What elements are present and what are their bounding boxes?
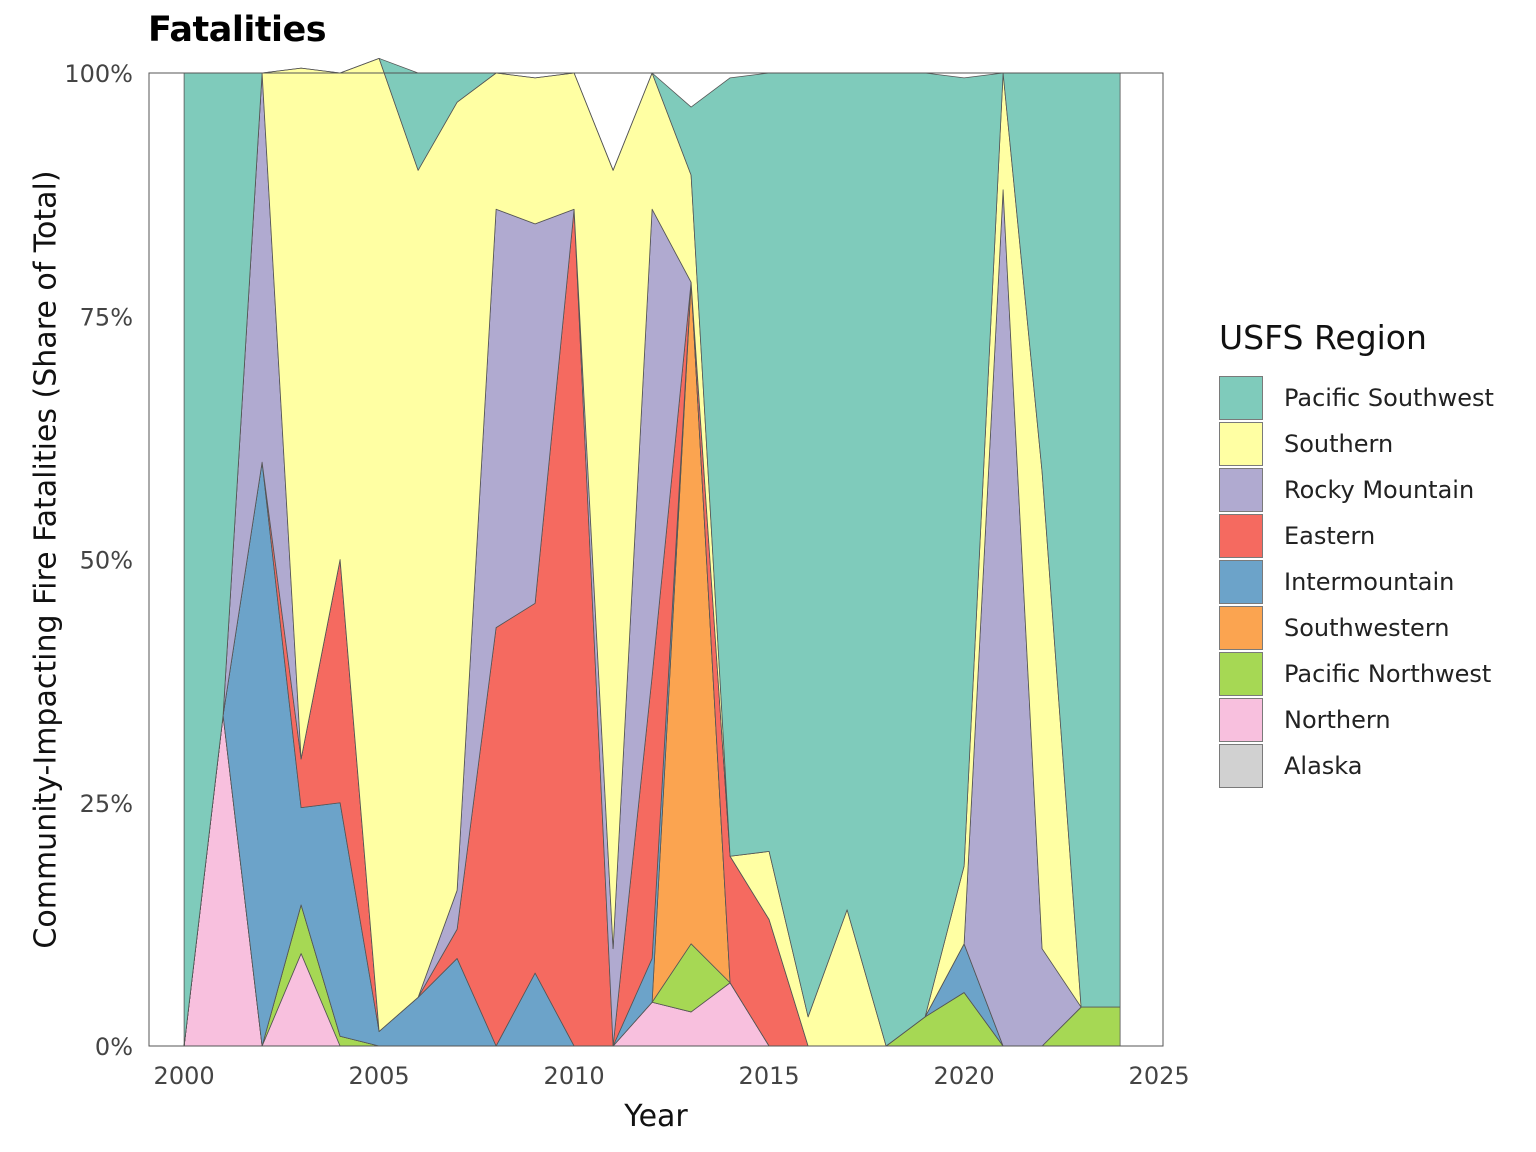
legend-swatch	[1219, 376, 1263, 420]
legend-item-pacific-southwest: Pacific Southwest	[1219, 375, 1494, 421]
x-axis-ticks: 2000 2005 2010 2015 2020 2025	[154, 1062, 1190, 1090]
legend-item-alaska: Alaska	[1219, 743, 1494, 789]
y-tick-label: 100%	[64, 60, 133, 88]
area-pacific-southwest	[183, 58, 1121, 1047]
legend-swatch	[1219, 606, 1263, 650]
x-tick-label: 2025	[1129, 1062, 1190, 1090]
legend-swatch	[1219, 514, 1263, 558]
legend-label: Northern	[1284, 706, 1391, 734]
x-axis-title: Year	[623, 1099, 688, 1134]
legend-label: Pacific Northwest	[1284, 660, 1492, 688]
plot-panel-border	[148, 72, 1164, 1047]
area-layers	[183, 58, 1121, 1047]
legend-items: Pacific Southwest Southern Rocky Mountain E…	[1219, 375, 1494, 789]
legend-swatch	[1219, 698, 1263, 742]
legend-label: Intermountain	[1284, 568, 1455, 596]
legend-item-eastern: Eastern	[1219, 513, 1494, 559]
legend-label: Southwestern	[1284, 614, 1450, 642]
legend-swatch	[1219, 744, 1263, 788]
legend-item-pacific-northwest: Pacific Northwest	[1219, 651, 1494, 697]
legend-item-rocky-mountain: Rocky Mountain	[1219, 467, 1494, 513]
x-tick-label: 2015	[739, 1062, 800, 1090]
x-tick-label: 2020	[934, 1062, 995, 1090]
legend-title: USFS Region	[1219, 318, 1427, 357]
legend-item-southwestern: Southwestern	[1219, 605, 1494, 651]
legend-item-intermountain: Intermountain	[1219, 559, 1494, 605]
legend-item-southern: Southern	[1219, 421, 1494, 467]
y-tick-label: 50%	[80, 547, 133, 575]
y-axis-title: Community-Impacting Fire Fatalities (Sha…	[29, 170, 64, 948]
chart-title: Fatalities	[148, 10, 327, 50]
y-tick-label: 0%	[95, 1033, 133, 1061]
legend-swatch	[1219, 468, 1263, 512]
y-tick-label: 25%	[80, 790, 133, 818]
x-tick-label: 2010	[544, 1062, 605, 1090]
legend-swatch	[1219, 560, 1263, 604]
legend-label: Alaska	[1284, 752, 1363, 780]
legend-label: Rocky Mountain	[1284, 476, 1475, 504]
legend-item-northern: Northern	[1219, 697, 1494, 743]
y-axis-ticks: 0% 25% 50% 75% 100%	[64, 60, 133, 1061]
x-tick-label: 2000	[154, 1062, 215, 1090]
legend: USFS Region Pacific Southwest Southern Roc…	[1219, 318, 1494, 789]
y-tick-label: 75%	[80, 303, 133, 331]
legend-label: Pacific Southwest	[1284, 384, 1494, 412]
legend-swatch	[1219, 652, 1263, 696]
legend-label: Eastern	[1284, 522, 1376, 550]
x-tick-label: 2005	[349, 1062, 410, 1090]
legend-swatch	[1219, 422, 1263, 466]
legend-label: Southern	[1284, 430, 1394, 458]
